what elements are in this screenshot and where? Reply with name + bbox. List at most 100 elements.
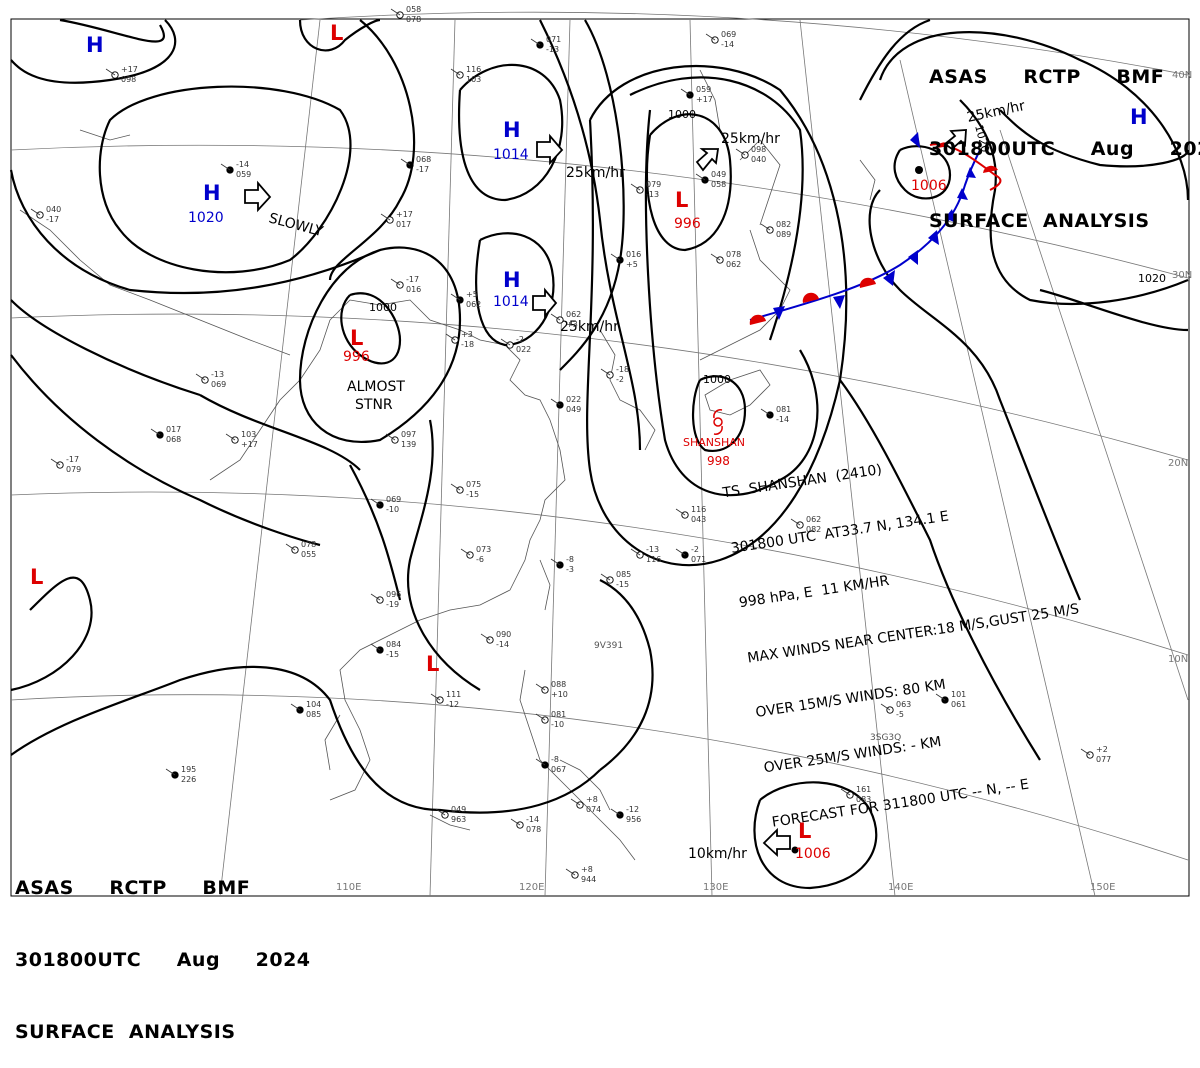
map-frame [10,18,1190,897]
station-tendency: 055 [301,550,316,559]
station-pressure: 078 [726,250,741,259]
station-pressure: 195 [181,765,196,774]
pressure-centers: H 1020 H 1014 H 1014 H H L 996 L 996 100… [30,21,1148,862]
station-pressure: 111 [446,690,461,699]
isobars [9,18,1190,890]
wind-barb [550,398,561,406]
station-tendency: -10 [386,505,399,514]
arrow-east-2 [536,133,564,166]
station-pressure: 085 [616,570,631,579]
station-tendency: 061 [951,700,966,709]
header-line: ASAS RCTP BMF [15,877,251,899]
high-letter: H [503,268,521,292]
high-letter: H [503,118,521,142]
station-tendency: 067 [551,765,566,774]
isobar-label: 1000 [369,301,397,314]
wind-barb [550,313,561,321]
station-tendency: -5 [896,710,904,719]
station-pressure: +3 [461,330,473,339]
low-letter: L [798,819,811,843]
wind-barb [610,808,621,816]
station-tendency: 103 [466,75,481,84]
wind-barb [220,163,231,171]
station-pressure: 075 [466,480,481,489]
wind-barb [550,558,561,566]
low-letter: L [30,565,43,589]
station-pressure: 073 [476,545,491,554]
storm-info-box: TS SHANSHAN (2410) 301800 UTC AT33.7 N, … [716,398,1108,850]
station-tendency: -15 [386,650,399,659]
station-tendency: 226 [181,775,196,784]
wind-barb [450,293,461,301]
ship-id: 3SG3Q [870,733,901,743]
wind-barb [600,573,611,581]
isobar-label: 1000 [668,108,696,121]
arrow-northeast [695,148,720,172]
station-pressure: -2 [516,335,524,344]
wind-barb [370,498,381,506]
station-pressure: 116 [691,505,706,514]
station-pressure: 098 [751,145,766,154]
wind-barb [790,518,801,526]
wind-barb [370,593,381,601]
station-pressure: 040 [46,205,61,214]
lon-label-110e: 110E [336,882,361,893]
motion-label: 25km/hr [560,319,619,335]
station-pressure: 101 [951,690,966,699]
wind-barb [285,543,296,551]
wind-barb [675,548,686,556]
wind-barb [150,428,161,436]
wind-barb [535,758,546,766]
station-tendency: 059 [236,170,251,179]
header-line: 301800UTC Aug 2024 [15,949,311,971]
header-line: 301800UTC Aug 2024 [929,138,1200,160]
low-letter: L [675,188,688,212]
station-pressure: -14 [526,815,539,824]
station-pressure: +8 [586,795,598,804]
station-pressure: -13 [646,545,659,554]
station-tendency: +10 [551,690,568,699]
station-tendency: -14 [496,640,509,649]
station-tendency: -13 [646,190,659,199]
station-pressure: -2 [691,545,699,554]
typhoon-symbol [713,409,723,435]
warm-front-bumps [749,142,998,325]
station-tendency: 083 [856,795,871,804]
motion-label-almost: ALMOST [347,379,405,395]
station-pressure: -17 [406,275,419,284]
station-tendency: 116 [646,555,661,564]
storm-info-line: 998 hPa, E 11 KM/HR [738,572,891,612]
wind-barb [290,703,301,711]
lon-label-140e: 140E [888,882,913,893]
wind-barb [535,683,546,691]
station-pressure: +5 [466,290,478,299]
station-pressure: 022 [566,395,581,404]
station-pressure: 078 [301,540,316,549]
wind-barb [430,693,441,701]
station-tendency: 058 [711,180,726,189]
wind-barb [535,713,546,721]
arrow-east-1 [244,180,272,213]
station-pressure: 016 [626,250,641,259]
header-top: ASAS RCTP BMF 301800UTC Aug 2024 SURFACE… [929,17,1200,257]
station-pressure: 090 [496,630,511,639]
station-tendency: -15 [616,580,629,589]
wind-barb [165,768,176,776]
motion-label: 25km/hr [566,165,625,181]
station-tendency: 022 [516,345,531,354]
low-letter: L [426,652,439,676]
wind-barb [675,508,686,516]
station-tendency: 082 [806,525,821,534]
station-pressure: -14 [236,160,249,169]
station-tendency: -17 [416,165,429,174]
wind-barb [195,373,206,381]
station-tendency: -2 [616,375,624,384]
wind-barb [380,213,391,221]
station-pressure: -8 [551,755,559,764]
station-tendency: 074 [586,805,601,814]
station-tendency: 089 [776,230,791,239]
high-letter: H [86,33,104,57]
station-pressure: 049 [711,170,726,179]
cold-front-teeth [773,132,976,320]
motion-label-slowly: SLOWLY [267,210,325,240]
